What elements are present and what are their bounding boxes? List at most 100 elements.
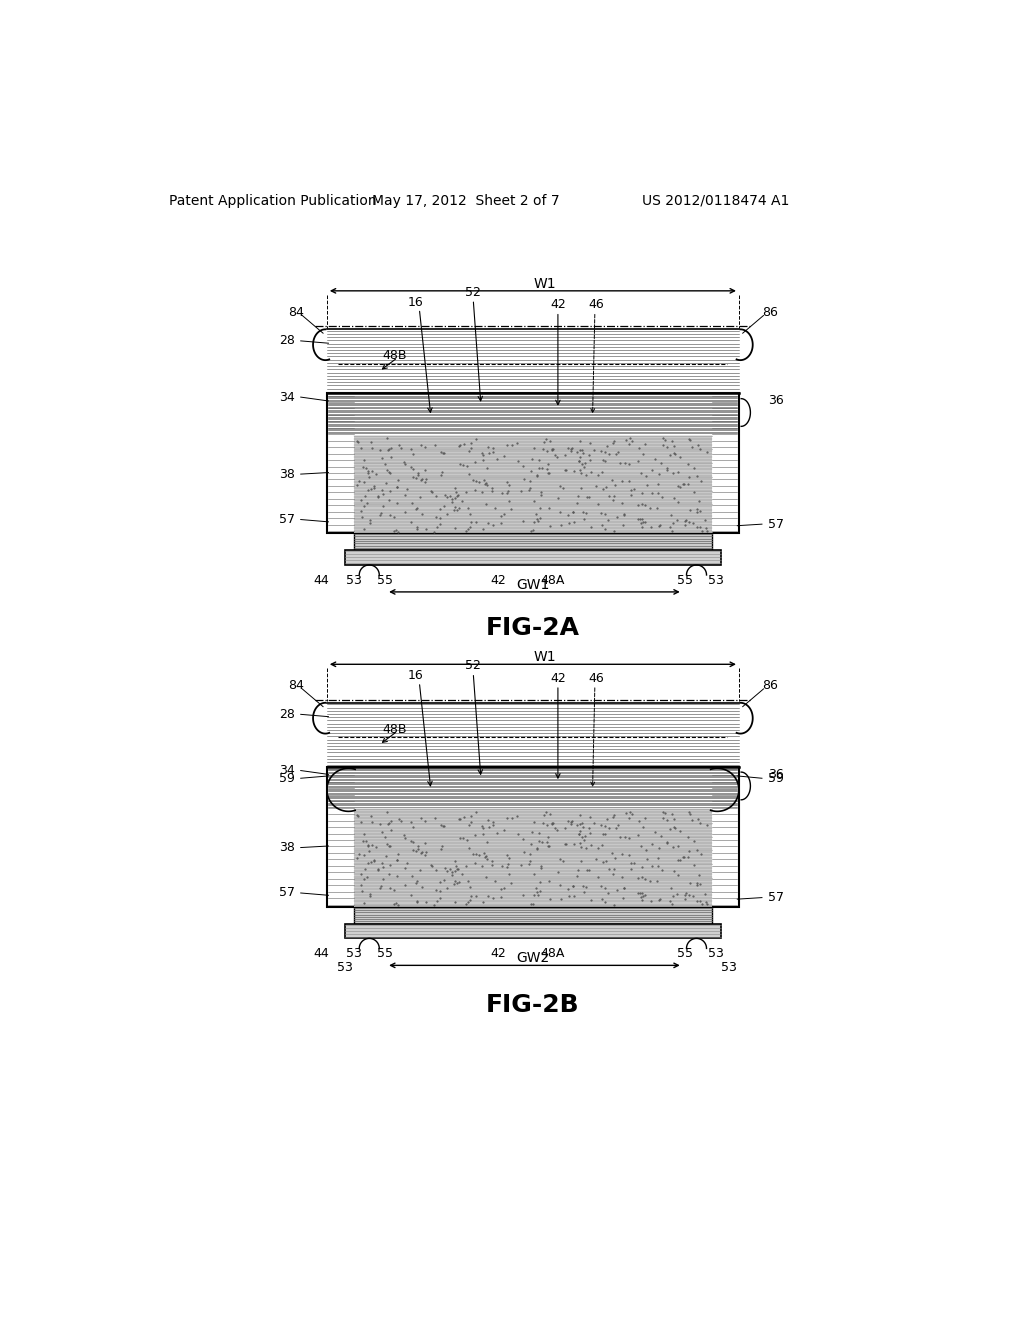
Point (381, 490, 397, 511)
Point (493, 506, 509, 527)
Point (463, 512, 479, 533)
Point (388, 477, 404, 498)
Text: 42: 42 (550, 672, 566, 685)
Text: 34: 34 (279, 764, 295, 777)
Point (612, 826, 629, 847)
Point (691, 874, 708, 895)
Point (389, 492, 406, 513)
Point (555, 850, 571, 871)
Text: 57: 57 (279, 513, 295, 527)
Point (635, 512, 651, 533)
Point (623, 858, 639, 879)
Point (652, 888, 669, 909)
Point (364, 478, 380, 499)
Point (364, 851, 380, 873)
Point (423, 480, 439, 502)
Point (460, 871, 476, 892)
Point (617, 826, 634, 847)
Point (601, 817, 617, 838)
Point (353, 874, 370, 895)
Point (461, 441, 477, 462)
Point (414, 469, 430, 490)
Point (366, 850, 382, 871)
Point (428, 890, 444, 911)
Point (582, 449, 598, 470)
Point (488, 449, 505, 470)
Point (593, 875, 609, 896)
Point (639, 849, 655, 870)
Point (409, 498, 425, 519)
Point (458, 855, 474, 876)
Point (355, 495, 372, 516)
Point (485, 814, 502, 836)
Point (484, 515, 501, 536)
Point (670, 865, 686, 886)
Point (525, 810, 542, 832)
Point (593, 503, 609, 524)
Point (402, 438, 419, 459)
Point (512, 480, 528, 502)
Point (606, 859, 623, 880)
Point (681, 467, 697, 488)
Point (463, 886, 479, 907)
Point (433, 838, 450, 859)
Point (596, 892, 612, 913)
Point (680, 473, 696, 494)
Point (443, 865, 460, 886)
Point (588, 849, 604, 870)
Point (575, 816, 592, 837)
Point (414, 876, 430, 898)
Point (622, 801, 638, 822)
Point (360, 841, 377, 862)
Text: 55: 55 (677, 948, 693, 961)
Point (379, 459, 395, 480)
Point (501, 847, 517, 869)
Point (697, 891, 714, 912)
Point (621, 470, 637, 491)
Point (509, 805, 525, 826)
Point (397, 454, 414, 475)
Text: 44: 44 (313, 574, 330, 587)
Point (685, 512, 701, 533)
Point (411, 465, 427, 486)
Bar (327, 393, 739, 533)
Point (413, 808, 429, 829)
Text: 53: 53 (346, 574, 361, 587)
Point (355, 822, 372, 843)
Point (352, 863, 369, 884)
Point (356, 471, 373, 492)
Point (462, 876, 478, 898)
Point (388, 477, 404, 498)
Point (664, 894, 680, 915)
Point (689, 840, 706, 861)
Point (480, 816, 497, 837)
Point (571, 446, 588, 467)
Point (360, 834, 377, 855)
Point (484, 478, 501, 499)
Point (456, 433, 472, 454)
Point (532, 855, 549, 876)
Point (577, 825, 593, 846)
Point (590, 867, 606, 888)
Point (559, 810, 575, 832)
Point (496, 503, 512, 524)
Text: 42: 42 (550, 298, 566, 312)
Point (447, 861, 464, 882)
Point (452, 454, 468, 475)
Point (528, 840, 545, 861)
Point (386, 880, 402, 902)
Point (615, 887, 632, 908)
Point (630, 494, 646, 515)
Point (449, 873, 465, 894)
Point (360, 479, 377, 500)
Point (431, 498, 447, 519)
Point (670, 475, 686, 496)
Point (418, 892, 434, 913)
Text: 36: 36 (768, 395, 783, 408)
Point (597, 504, 613, 525)
Point (383, 446, 399, 467)
Point (566, 886, 583, 907)
Point (680, 846, 696, 867)
Point (690, 491, 707, 512)
Point (413, 842, 429, 863)
